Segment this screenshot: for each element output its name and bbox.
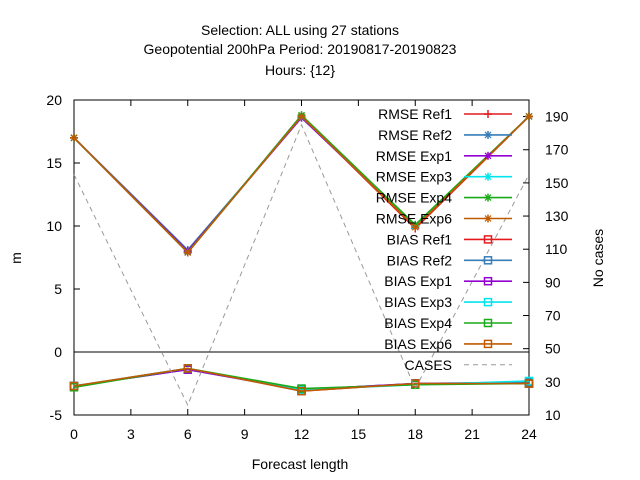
legend-label: BIAS Exp6 (384, 336, 452, 352)
y-tick-label: 15 (46, 155, 62, 171)
y2-tick-label: 30 (545, 374, 561, 390)
data-point (524, 379, 534, 388)
legend-marker (483, 276, 493, 286)
legend-entry: BIAS Exp4 (384, 315, 512, 331)
legend-entry: RMSE Exp6 (376, 211, 512, 227)
legend-marker (484, 172, 492, 181)
legend-marker (484, 110, 492, 118)
legend-marker (483, 235, 493, 244)
y2-tick-label: 170 (545, 142, 569, 158)
y2-tick-label: 90 (545, 274, 561, 290)
series-line (73, 115, 530, 254)
legend-label: BIAS Exp1 (384, 273, 452, 289)
y-tick-label: 10 (46, 218, 62, 234)
series-layer (69, 111, 534, 407)
legend-marker (483, 339, 493, 349)
legend-marker (484, 193, 492, 202)
x-tick-label: 3 (127, 426, 135, 442)
legend-label: BIAS Ref1 (387, 231, 453, 247)
legend-entry: CASES (405, 357, 512, 373)
series-line (73, 367, 529, 392)
data-point (70, 133, 78, 142)
chart-title: Selection: ALL using 27 stations Geopote… (144, 22, 457, 78)
legend-label: CASES (405, 357, 452, 373)
series-rmse-exp1 (70, 112, 533, 256)
legend-label: RMSE Exp6 (376, 211, 452, 227)
x-tick-label: 18 (407, 426, 423, 442)
y2-tick-label: 70 (545, 308, 561, 324)
data-point (183, 248, 192, 257)
data-point (69, 381, 79, 391)
legend-label: RMSE Exp3 (376, 169, 452, 185)
series-rmse-exp6 (70, 112, 533, 257)
legend-label: RMSE Ref2 (378, 127, 452, 143)
y2-tick-label: 50 (545, 341, 561, 357)
x-tick-label: 6 (184, 426, 192, 442)
data-point (525, 112, 533, 121)
series-line (73, 123, 530, 407)
series-rmse-ref2 (70, 112, 533, 254)
y-tick-label: 20 (46, 92, 62, 108)
legend-label: RMSE Exp4 (376, 190, 452, 206)
legend-marker (484, 151, 492, 160)
legend-entry: RMSE Exp4 (376, 190, 512, 206)
x-axis-label: Forecast length (252, 456, 349, 472)
legend-entry: BIAS Exp1 (384, 273, 512, 289)
legend-entry: RMSE Exp3 (376, 169, 512, 185)
legend-marker (483, 256, 493, 265)
legend-marker (483, 318, 493, 328)
x-tick-label: 0 (70, 426, 78, 442)
legend-label: BIAS Exp4 (384, 315, 452, 331)
legend-label: RMSE Exp1 (376, 148, 452, 164)
x-tick-label: 9 (241, 426, 249, 442)
y-tick-label: 5 (54, 281, 62, 297)
legend-entry: BIAS Exp3 (384, 294, 512, 310)
legend-marker (484, 130, 492, 139)
y-tick-label: 0 (54, 344, 62, 360)
series-cases (73, 123, 530, 407)
title-line-3: Hours: {12} (265, 62, 335, 78)
title-line-2: Geopotential 200hPa Period: 20190817-201… (144, 41, 457, 57)
y2-tick-label: 130 (545, 208, 569, 224)
legend-entry: BIAS Ref2 (387, 252, 512, 268)
legend-marker (483, 297, 493, 307)
data-point (297, 386, 306, 396)
series-rmse-exp3 (70, 112, 533, 257)
x-tick-label: 12 (294, 426, 310, 442)
x-tick-label: 24 (521, 426, 537, 442)
plot-frame (73, 99, 530, 416)
series-rmse-exp4 (70, 111, 533, 257)
legend-marker (484, 214, 492, 223)
legend-label: BIAS Exp3 (384, 294, 452, 310)
y-axis-label: m (8, 252, 24, 264)
y2-tick-label: 190 (545, 109, 569, 125)
legend-entry: RMSE Exp1 (376, 148, 512, 164)
legend-entry: BIAS Exp6 (384, 336, 512, 352)
y2-tick-label: 110 (545, 241, 568, 257)
data-point (411, 379, 420, 388)
legend-entry: BIAS Ref1 (387, 231, 512, 247)
legend-entry: RMSE Ref2 (378, 127, 512, 143)
legend-label: BIAS Ref2 (387, 252, 453, 268)
y2-axis-label: No cases (590, 229, 606, 287)
legend: RMSE Ref1 RMSE Ref2 RMSE Exp1 RMSE Exp3 RMSE… (376, 106, 512, 373)
axes: 0 3 6 9 12 15 18 21 24 -5 0 5 10 15 20 10 30 50 70 90 110 130… (46, 92, 568, 442)
data-point (297, 112, 306, 121)
x-tick-label: 21 (464, 426, 480, 442)
data-point (183, 364, 192, 373)
y2-tick-label: 150 (545, 175, 569, 191)
title-line-1: Selection: ALL using 27 stations (201, 22, 399, 38)
legend-entry: RMSE Ref1 (378, 106, 512, 122)
y2-tick-label: 10 (545, 407, 561, 423)
series-rmse-ref1 (70, 112, 533, 257)
series-bias-exp6 (69, 364, 534, 396)
data-point (411, 223, 420, 232)
y-tick-label: -5 (50, 407, 63, 423)
legend-label: RMSE Ref1 (378, 106, 452, 122)
x-tick-label: 15 (351, 426, 367, 442)
